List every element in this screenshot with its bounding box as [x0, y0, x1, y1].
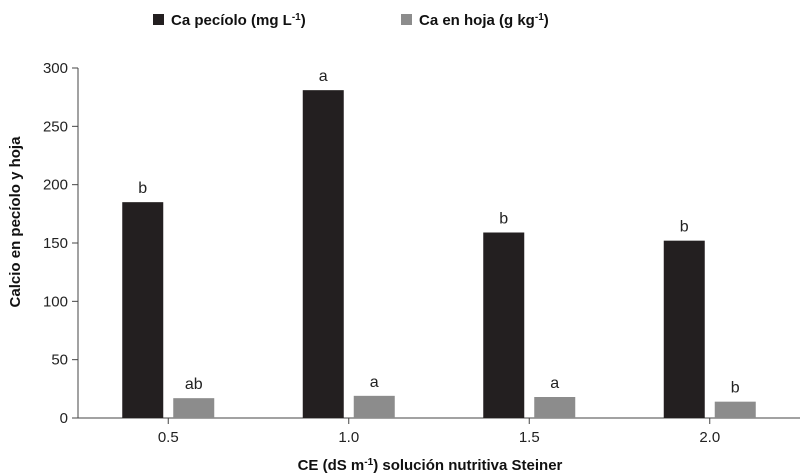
legend-label: Ca en hoja (g kg-1) — [419, 12, 549, 30]
bar — [483, 232, 525, 418]
y-axis-title: Calcio en pecíolo y hoja — [7, 136, 24, 308]
bar-significance-label: b — [731, 380, 740, 397]
bar — [302, 90, 344, 419]
x-tick-label: 1.5 — [519, 429, 540, 446]
y-tick-label: 50 — [51, 352, 68, 369]
bar — [173, 398, 215, 418]
x-tick-label: 2.0 — [699, 429, 720, 446]
legend-swatch — [153, 14, 164, 25]
bar — [122, 202, 164, 418]
bar-significance-label: b — [680, 219, 689, 236]
x-tick-label: 0.5 — [158, 429, 179, 446]
y-tick-label: 150 — [43, 235, 68, 252]
x-axis: 0.5 1.0 1.5 2.0 — [78, 417, 800, 446]
legend: Ca pecíolo (mg L-1) Ca en hoja (g kg-1) — [153, 12, 549, 30]
y-axis: 0 50 100 150 200 250 300 — [43, 60, 79, 427]
bar-significance-label: b — [138, 180, 147, 197]
y-tick-label: 300 — [43, 60, 68, 77]
bar — [714, 401, 756, 418]
legend-swatch — [401, 14, 412, 25]
bar-significance-label: a — [550, 375, 559, 392]
bar-significance-label: b — [499, 211, 508, 228]
y-tick-label: 100 — [43, 293, 68, 310]
bar-significance-label: ab — [185, 376, 203, 393]
x-axis-title: CE (dS m-1) solución nutritiva Steiner — [298, 457, 563, 474]
y-tick-label: 200 — [43, 177, 68, 194]
x-tick-label: 1.0 — [338, 429, 359, 446]
bar-significance-label: a — [370, 374, 379, 391]
bars — [122, 90, 756, 419]
y-tick-label: 0 — [60, 410, 68, 427]
legend-label: Ca pecíolo (mg L-1) — [171, 12, 306, 30]
bar — [663, 240, 705, 418]
bar-significance-label: a — [319, 68, 328, 85]
bar — [353, 395, 395, 418]
y-tick-label: 250 — [43, 118, 68, 135]
bar — [534, 397, 576, 418]
